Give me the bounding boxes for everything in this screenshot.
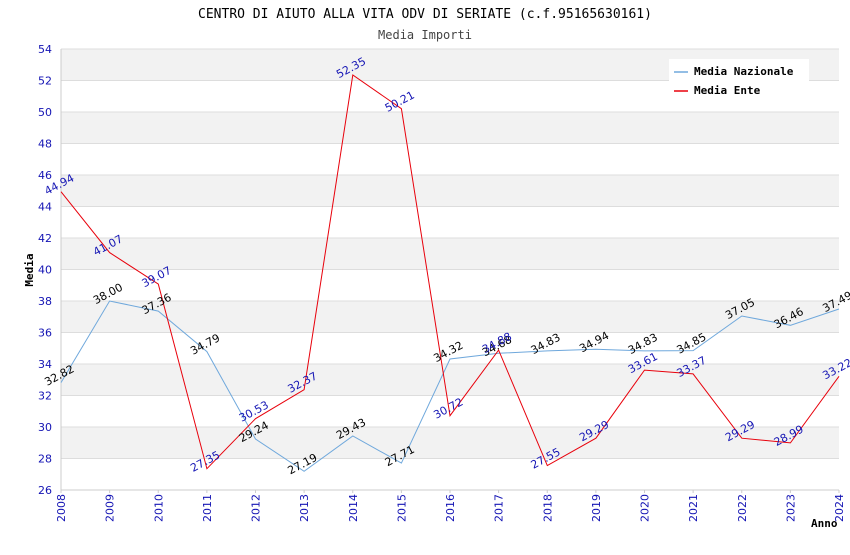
y-tick-label: 44	[38, 201, 52, 214]
y-tick-label: 42	[38, 232, 52, 245]
y-tick-label: 26	[38, 484, 52, 497]
x-tick-label: 2014	[347, 494, 360, 522]
data-label: 34.32	[431, 339, 465, 365]
data-label: 34.85	[675, 330, 709, 356]
grid-bands	[61, 49, 839, 459]
y-tick-label: 52	[38, 75, 52, 88]
grid-band	[61, 427, 839, 459]
data-label: 30.72	[431, 395, 465, 421]
x-tick-label: 2020	[639, 494, 652, 522]
axes	[60, 49, 840, 493]
x-tick-label: 2016	[444, 494, 457, 522]
y-axis-label: Media	[23, 253, 36, 286]
y-tick-label: 36	[38, 327, 52, 340]
grid-band	[61, 238, 839, 270]
grid-band	[61, 175, 839, 207]
legend-label-media-ente: Media Ente	[694, 84, 761, 97]
legend: Media Nazionale Media Ente	[669, 59, 809, 103]
series-lines	[60, 74, 840, 472]
x-tick-label: 2008	[55, 494, 68, 522]
y-tick-label: 48	[38, 138, 52, 151]
x-tick-label: 2015	[395, 494, 408, 522]
chart-title: CENTRO DI AIUTO ALLA VITA ODV DI SERIATE…	[198, 7, 652, 22]
y-tick-label: 34	[38, 358, 52, 371]
chart-subtitle: Media Importi	[378, 28, 472, 42]
x-tick-label: 2009	[104, 494, 117, 522]
grid-band	[61, 364, 839, 396]
x-tick-label: 2023	[784, 494, 797, 522]
y-tick-label: 40	[38, 264, 52, 277]
series-line-media-nazionale	[60, 300, 840, 472]
y-tick-label: 46	[38, 169, 52, 182]
y-tick-label: 38	[38, 295, 52, 308]
x-tick-label: 2017	[493, 494, 506, 522]
x-tick-label: 2024	[833, 494, 846, 522]
x-tick-labels: 2008 2009 2010 2011 2012 2013 2014 2015 2016 2017…	[55, 494, 846, 522]
x-tick-label: 2010	[152, 494, 165, 522]
y-tick-label: 54	[38, 43, 52, 56]
y-tick-label: 50	[38, 106, 52, 119]
x-axis-label: Anno	[811, 517, 838, 530]
x-tick-label: 2011	[201, 494, 214, 522]
y-tick-label: 32	[38, 390, 52, 403]
data-label: 34.79	[188, 331, 222, 357]
grid-band	[61, 301, 839, 333]
x-tick-label: 2012	[250, 494, 263, 522]
x-tick-label: 2022	[736, 494, 749, 522]
x-tick-label: 2021	[687, 494, 700, 522]
series-line-media-ente	[60, 74, 840, 470]
data-label: 50.21	[383, 88, 417, 114]
grid-band	[61, 112, 839, 144]
y-tick-label: 30	[38, 421, 52, 434]
y-tick-labels: 26 28 30 32 34 36 38 40 42 44 46 48 50 52 54	[38, 43, 52, 497]
x-tick-label: 2013	[298, 494, 311, 522]
y-tick-label: 28	[38, 453, 52, 466]
grid-lines	[61, 48, 839, 491]
legend-label-media-nazionale: Media Nazionale	[694, 65, 794, 78]
x-tick-label: 2019	[590, 494, 603, 522]
data-label: 34.83	[529, 331, 563, 357]
legend-box	[669, 59, 809, 103]
x-tick-label: 2018	[541, 494, 554, 522]
